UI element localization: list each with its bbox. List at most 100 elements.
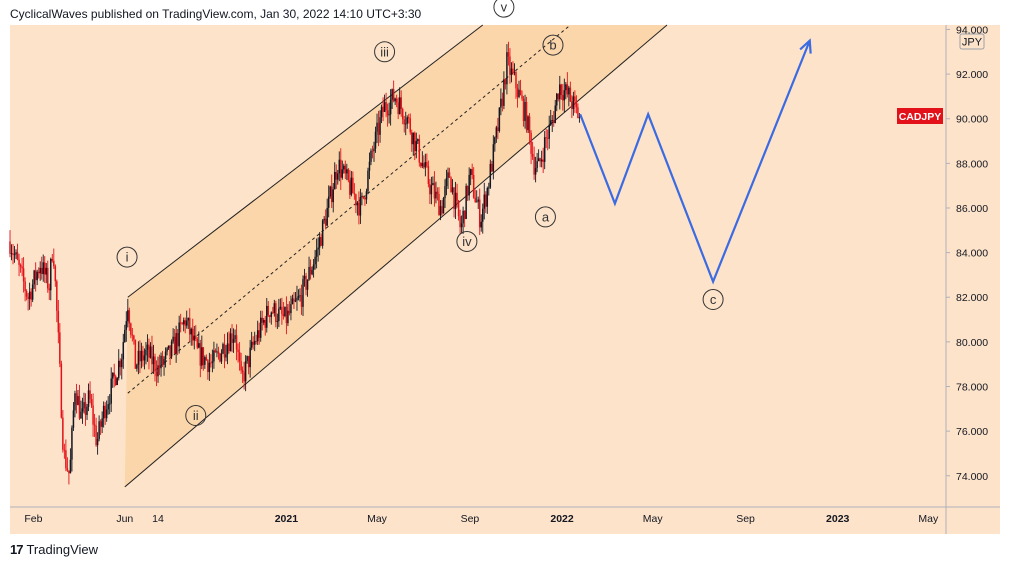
channel-upper-line[interactable]	[127, 24, 484, 298]
candle-body	[253, 340, 256, 345]
candle-body	[137, 350, 140, 365]
candle-body	[536, 161, 538, 168]
candle-body	[15, 252, 17, 255]
candle-body	[383, 102, 386, 112]
candle-body	[95, 425, 97, 446]
candle-body	[259, 317, 262, 338]
candle-body	[213, 350, 215, 362]
candle	[232, 328, 235, 353]
candle	[222, 342, 224, 355]
candle	[113, 363, 115, 388]
candle-body	[442, 198, 445, 214]
candle-body	[104, 405, 106, 419]
candle-body	[28, 291, 31, 299]
candle	[423, 155, 425, 169]
candle	[546, 129, 549, 151]
candle-body	[158, 365, 161, 369]
candle-body	[346, 169, 348, 174]
candle	[182, 317, 185, 332]
candle-body	[208, 362, 211, 373]
candle	[329, 185, 331, 199]
candle-body	[488, 187, 490, 189]
candle	[565, 81, 567, 100]
candle	[308, 256, 310, 281]
candle-body	[444, 186, 446, 199]
wave-label-a[interactable]: a	[534, 206, 556, 228]
candle	[355, 193, 357, 214]
candle-body	[524, 102, 526, 121]
candle	[87, 383, 90, 412]
candle	[495, 125, 498, 143]
candle-body	[494, 137, 496, 145]
candle	[412, 132, 415, 156]
candle-body	[340, 159, 342, 178]
candle-body	[477, 199, 479, 202]
wave-label-iv[interactable]: iv	[456, 230, 478, 252]
candle	[255, 334, 257, 345]
wave-label-iii[interactable]: iii	[374, 41, 396, 63]
candle	[139, 340, 141, 374]
candle	[417, 138, 419, 144]
candle	[214, 348, 217, 353]
candle-body	[246, 356, 248, 361]
candle-body	[90, 399, 93, 406]
candle-body	[329, 186, 331, 197]
candle	[169, 345, 171, 365]
candle	[266, 297, 268, 333]
projection-path[interactable]	[579, 40, 811, 285]
candle-body	[430, 185, 433, 195]
candle-body	[474, 197, 476, 202]
candle	[432, 176, 434, 186]
candle-body	[565, 84, 567, 91]
wave-label-text: v	[501, 0, 508, 15]
candle-body	[495, 127, 498, 138]
candle	[240, 352, 242, 374]
wave-label-c[interactable]: c	[702, 288, 724, 310]
candle-body	[498, 107, 501, 132]
candle-body	[270, 312, 273, 317]
candle-body	[143, 355, 146, 361]
candle	[527, 115, 529, 134]
candle	[305, 272, 307, 296]
candle-body	[300, 295, 303, 307]
wave-label-ii[interactable]: ii	[185, 405, 207, 427]
candle-body	[21, 266, 23, 269]
candle-body	[272, 312, 274, 314]
candle	[477, 196, 479, 210]
candle	[68, 470, 70, 485]
wave-label-i[interactable]: i	[116, 246, 138, 268]
candle	[489, 159, 492, 189]
wave-label-v[interactable]: v	[493, 0, 515, 18]
candle	[84, 393, 87, 426]
candle-body	[349, 180, 351, 195]
candle-body	[537, 158, 540, 162]
wave-label-b[interactable]: b	[542, 34, 564, 56]
candle	[510, 62, 513, 83]
candle	[482, 203, 484, 234]
candle	[37, 267, 40, 279]
candle-body	[151, 346, 153, 365]
candle-body	[500, 98, 502, 108]
candle	[253, 331, 256, 352]
candle-body	[503, 79, 505, 106]
candle-body	[323, 218, 325, 221]
candle-body	[324, 218, 327, 226]
candle-body	[448, 172, 451, 178]
candle-body	[250, 341, 253, 348]
candle-body	[371, 150, 374, 152]
y-tick-label: 84.000	[956, 248, 988, 260]
candle-body	[68, 470, 70, 474]
candle	[133, 334, 135, 345]
candle-body	[105, 409, 108, 419]
candle-body	[308, 266, 310, 280]
candle-body	[204, 357, 206, 365]
candle	[33, 269, 35, 289]
candle	[199, 339, 202, 378]
candle-body	[332, 189, 334, 203]
wave-label-circle	[534, 206, 556, 228]
candle-body	[288, 310, 291, 314]
candle-body	[24, 281, 26, 292]
candle	[48, 283, 51, 300]
candle	[367, 167, 369, 195]
